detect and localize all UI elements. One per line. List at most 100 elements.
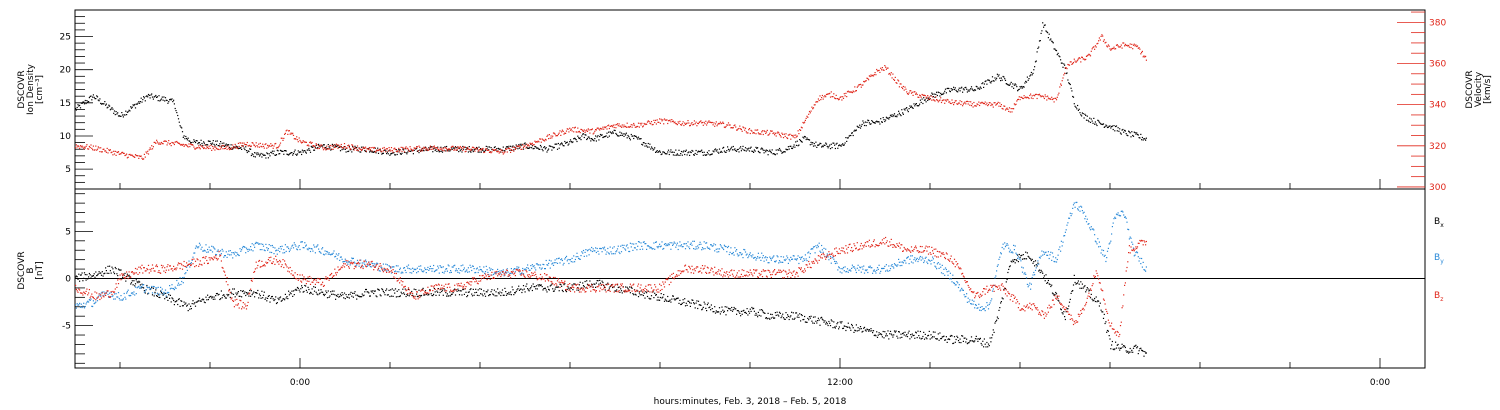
By-series-point xyxy=(493,272,495,274)
ion-density-series-point xyxy=(436,150,438,152)
velocity-series-point xyxy=(727,124,729,126)
By-series-point xyxy=(684,243,686,245)
Bx-series-point xyxy=(354,291,356,293)
ion-density-series-point xyxy=(275,154,277,156)
velocity-series-point xyxy=(889,74,892,76)
Bx-series-point xyxy=(582,282,584,284)
velocity-series-point xyxy=(766,129,768,131)
ion-density-series-point xyxy=(291,152,293,154)
velocity-series-point xyxy=(1102,40,1105,42)
ion-density-series-point xyxy=(1007,84,1009,86)
Bx-series-point xyxy=(788,318,790,321)
Bx-series-point xyxy=(786,317,788,319)
ion-density-series-point xyxy=(1084,113,1086,115)
ion-density-series-point xyxy=(252,154,254,156)
ion-density-series-point xyxy=(325,147,327,149)
By-series-point xyxy=(142,284,144,286)
velocity-series-point xyxy=(836,98,838,100)
Bx-series-point xyxy=(668,300,670,302)
ion-density-series-point xyxy=(1037,47,1039,49)
By-series-point xyxy=(584,251,586,253)
By-series-point xyxy=(92,300,94,302)
velocity-series-point xyxy=(938,100,940,102)
Bx-series-point xyxy=(1026,252,1028,254)
Bx-series-point xyxy=(998,309,1000,311)
ion-density-series-point xyxy=(960,87,962,89)
By-series-point xyxy=(410,268,412,270)
ion-density-series-point xyxy=(81,102,83,104)
ion-density-series-point xyxy=(982,82,984,84)
velocity-series-point xyxy=(1105,41,1107,43)
ion-density-series-point xyxy=(1126,134,1128,136)
Bx-series-point xyxy=(235,292,237,294)
Bx-series-point xyxy=(133,280,135,282)
ion-density-series-point xyxy=(961,86,963,88)
Bx-series-point xyxy=(678,302,680,304)
velocity-series-point xyxy=(812,108,814,110)
ion-density-series-point xyxy=(250,154,252,157)
velocity-series-point xyxy=(564,132,566,134)
velocity-series-point xyxy=(978,101,980,103)
velocity-series-point xyxy=(1047,95,1049,97)
By-series-point xyxy=(632,249,634,251)
velocity-series-point xyxy=(182,143,184,145)
density-axis-label-line: DSCOVR xyxy=(17,70,27,108)
ion-density-series-point xyxy=(571,141,573,144)
Bx-series-point xyxy=(759,309,761,311)
velocity-series-point xyxy=(1011,111,1013,113)
ion-density-series-point xyxy=(936,94,938,97)
Bx-series-point xyxy=(589,280,591,282)
Bx-series-point xyxy=(1085,289,1088,291)
ion-density-series-point xyxy=(515,144,517,146)
velocity-series-point xyxy=(566,128,568,130)
velocity-series-point xyxy=(812,107,815,109)
velocity-series-point xyxy=(1085,58,1087,60)
By-series-point xyxy=(318,250,320,253)
ion-density-series-point xyxy=(205,144,207,146)
ion-density-series-point xyxy=(92,96,94,98)
velocity-series-point xyxy=(137,155,139,157)
Bx-series-point xyxy=(982,340,984,342)
By-series-point xyxy=(452,266,454,268)
ion-density-series-point xyxy=(1139,137,1141,139)
By-series-point xyxy=(714,244,717,246)
ion-density-series-point xyxy=(735,150,737,152)
By-series-point xyxy=(336,258,338,260)
velocity-series-point xyxy=(407,147,409,149)
By-series-point xyxy=(591,246,593,249)
Bx-series-point xyxy=(105,270,107,272)
velocity-series-point xyxy=(471,146,474,148)
ion-density-series-point xyxy=(1130,136,1132,138)
Bx-series-point xyxy=(330,291,332,293)
ion-density-series-point xyxy=(343,148,345,150)
By-series-point xyxy=(576,252,578,254)
By-series-point xyxy=(737,255,739,257)
ion-density-series-point xyxy=(1003,76,1005,78)
velocity-series-point xyxy=(87,148,89,150)
Bx-series-point xyxy=(559,283,561,285)
ion-density-series-point xyxy=(382,152,384,154)
By-series-point xyxy=(462,264,464,266)
By-series-point xyxy=(186,266,188,268)
ion-density-series-point xyxy=(386,151,388,153)
By-series-point xyxy=(675,246,677,248)
velocity-series-point xyxy=(655,119,657,121)
By-series-point xyxy=(100,295,102,297)
velocity-series-point xyxy=(1075,61,1077,63)
Bx-series-point xyxy=(800,314,802,316)
ion-density-series-point xyxy=(596,136,598,138)
By-series-point xyxy=(119,299,121,301)
velocity-series-point xyxy=(951,99,953,101)
velocity-series-point xyxy=(957,102,960,104)
ion-density-series-point xyxy=(100,102,102,104)
velocity-series-point xyxy=(300,141,302,143)
ion-density-series-point xyxy=(674,154,676,156)
velocity-series-point xyxy=(883,69,885,71)
ion-density-series-point xyxy=(100,103,103,105)
velocity-series-point xyxy=(207,146,209,148)
Bx-series-point xyxy=(420,294,423,297)
ion-density-series-point xyxy=(587,136,589,138)
Bx-series-point xyxy=(1060,309,1062,311)
ion-density-series-point xyxy=(423,150,425,152)
